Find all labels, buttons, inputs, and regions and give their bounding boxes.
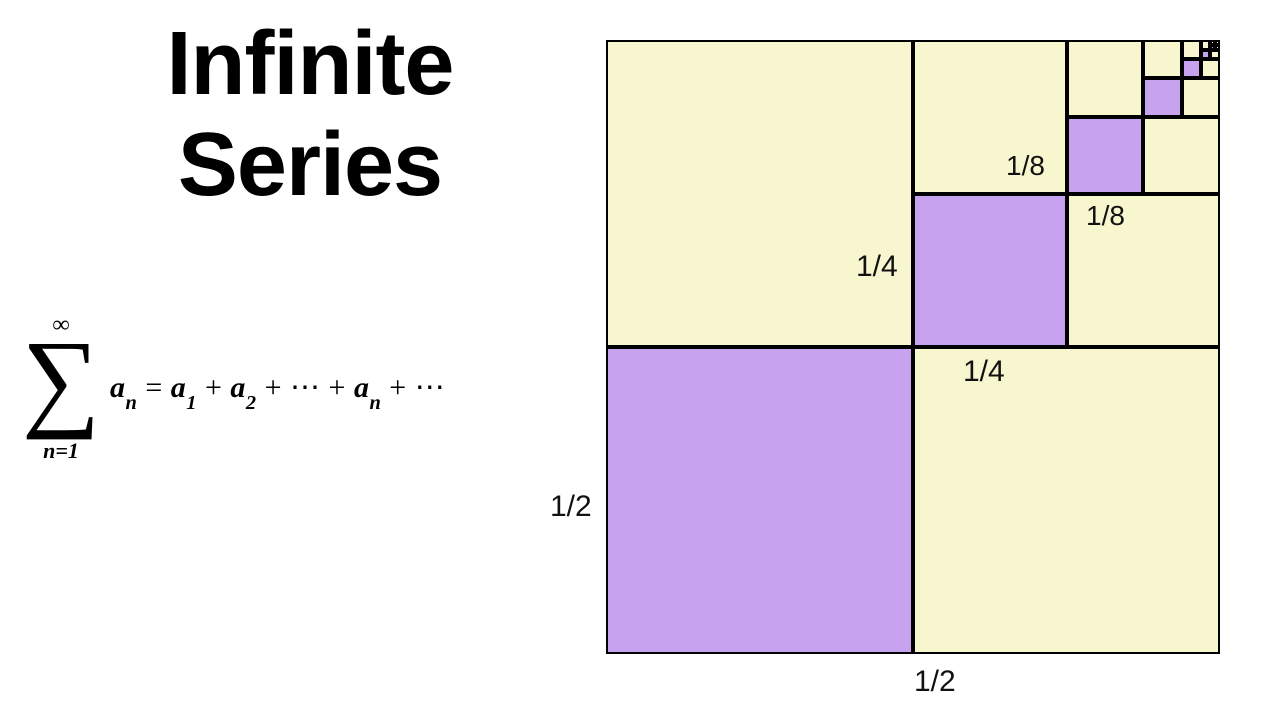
sigma-glyph: ∑ [14, 324, 108, 434]
fraction-label: 1/2 [914, 665, 956, 699]
series-expansion: an = a1 + a2 + ⋯ + an + ⋯ [110, 370, 445, 410]
fraction-label: 1/8 [1086, 200, 1125, 232]
geometric-series-diagram: 1/21/21/41/41/81/8 [606, 40, 1266, 720]
square-cell [1201, 50, 1211, 60]
square-cell [606, 347, 913, 654]
square-cell [1143, 40, 1181, 78]
series-formula: ∞ ∑ n=1 an = a1 + a2 + ⋯ + an + ⋯ [14, 318, 574, 478]
square-cell [1182, 40, 1201, 59]
square-cell [1210, 50, 1220, 60]
square-cell [1182, 59, 1201, 78]
square-cell [1143, 117, 1220, 194]
square-cell [1143, 78, 1181, 116]
square-cell [1067, 117, 1144, 194]
fraction-label: 1/4 [963, 355, 1005, 389]
unit-square: 1/21/21/41/41/81/8 [606, 40, 1220, 654]
title-line2: Series [100, 115, 520, 216]
sigma-lower: n=1 [14, 438, 108, 464]
page-title: Infinite Series [100, 14, 520, 216]
square-cell [606, 40, 913, 347]
square-cell [1067, 40, 1144, 117]
square-cell [913, 194, 1067, 348]
fraction-label: 1/2 [550, 490, 592, 524]
title-line1: Infinite [100, 14, 520, 115]
square-cell [1201, 59, 1220, 78]
square-cell [1215, 40, 1220, 45]
square-cell [1201, 40, 1211, 50]
square-cell [913, 347, 1220, 654]
fraction-label: 1/4 [856, 250, 898, 284]
square-cell [1182, 78, 1220, 116]
fraction-label: 1/8 [1006, 150, 1045, 182]
sigma-symbol: ∞ ∑ n=1 [14, 318, 108, 468]
square-cell [1215, 45, 1220, 50]
